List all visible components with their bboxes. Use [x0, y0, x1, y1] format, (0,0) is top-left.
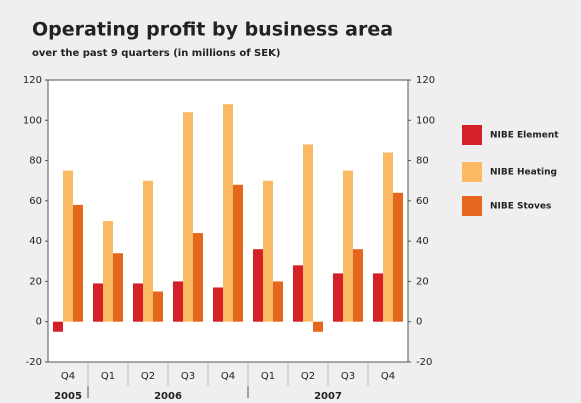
y-tick-label: 60: [29, 196, 42, 207]
bar: [153, 291, 163, 322]
x-tick-label: Q4: [61, 371, 75, 382]
y-tick-label: 120: [23, 75, 42, 86]
bar: [183, 112, 193, 322]
chart-subtitle: over the past 9 quarters (in millions of…: [32, 48, 280, 59]
x-tick-label: Q1: [101, 371, 115, 382]
legend-swatch: [462, 196, 482, 216]
y-tick-label: 40: [29, 236, 42, 247]
bar: [233, 184, 243, 322]
bar: [393, 192, 403, 322]
bar: [263, 180, 273, 322]
x-group-label: 2005: [54, 391, 82, 402]
bar: [313, 321, 323, 332]
y-tick-label: 0: [36, 317, 42, 328]
bar: [213, 287, 223, 322]
legend-swatch: [462, 162, 482, 182]
y-tick-label: 20: [29, 276, 42, 287]
bar: [113, 253, 123, 322]
bar: [73, 204, 83, 322]
x-tick-label: Q3: [341, 371, 355, 382]
y2-tick-label: 40: [416, 236, 429, 247]
bar: [273, 281, 283, 322]
bar: [63, 170, 73, 322]
legend-label: NIBE Stoves: [490, 202, 551, 212]
y2-tick-label: 80: [416, 156, 429, 167]
x-tick-label: Q4: [381, 371, 395, 382]
legend-label: NIBE Heating: [490, 168, 557, 178]
y2-tick-label: 20: [416, 276, 429, 287]
bar: [133, 283, 143, 322]
bar: [223, 104, 233, 322]
x-group-label: 2006: [154, 391, 182, 402]
y-tick-label: -20: [26, 357, 42, 368]
bar: [103, 221, 113, 322]
y2-tick-label: 100: [416, 115, 435, 126]
bar: [193, 233, 203, 322]
bar: [343, 170, 353, 322]
bar: [173, 281, 183, 322]
x-tick-label: Q4: [221, 371, 235, 382]
bar: [353, 249, 363, 322]
bar: [143, 180, 153, 322]
bar: [293, 265, 303, 322]
y-tick-label: 80: [29, 156, 42, 167]
y2-tick-label: 120: [416, 75, 435, 86]
legend-label: NIBE Element: [490, 131, 559, 141]
bar: [303, 144, 313, 322]
bar: [383, 152, 393, 322]
bar: [373, 273, 383, 322]
x-tick-label: Q2: [301, 371, 315, 382]
y-tick-label: 100: [23, 115, 42, 126]
x-tick-label: Q2: [141, 371, 155, 382]
y2-tick-label: 60: [416, 196, 429, 207]
y2-tick-label: 0: [416, 317, 422, 328]
bar: [253, 249, 263, 322]
chart-title: Operating profit by business area: [32, 19, 393, 41]
bar: [333, 273, 343, 322]
y2-tick-label: -20: [416, 357, 432, 368]
x-group-label: 2007: [314, 391, 342, 402]
x-tick-label: Q1: [261, 371, 275, 382]
bar: [53, 321, 63, 332]
legend-swatch: [462, 125, 482, 145]
bar: [93, 283, 103, 322]
x-tick-label: Q3: [181, 371, 195, 382]
